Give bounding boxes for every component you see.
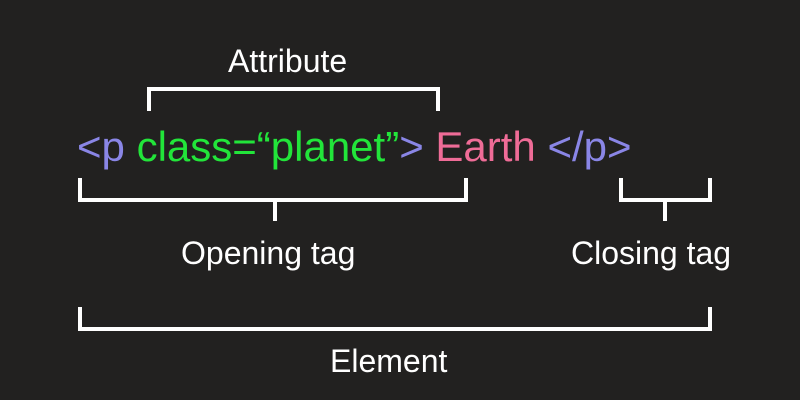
element-bracket bbox=[78, 307, 712, 331]
attribute-bracket bbox=[147, 87, 440, 111]
opening-tag-bracket bbox=[78, 178, 468, 202]
opening-tag-end: > bbox=[399, 123, 424, 170]
opening-tag-stem bbox=[273, 201, 277, 221]
opening-tag-label: Opening tag bbox=[181, 235, 356, 271]
opening-tag-start: <p bbox=[77, 123, 137, 170]
attribute-label: Attribute bbox=[228, 43, 348, 79]
code-line: <p class=“planet”> Earth </p> bbox=[77, 122, 632, 172]
closing-tag-text: </p> bbox=[547, 123, 632, 170]
closing-tag-stem bbox=[663, 201, 667, 221]
element-label: Element bbox=[330, 343, 448, 379]
attribute-text: class=“planet” bbox=[136, 123, 400, 170]
element-content: Earth bbox=[423, 123, 548, 170]
closing-tag-label: Closing tag bbox=[571, 235, 732, 271]
closing-tag-bracket bbox=[619, 178, 712, 202]
